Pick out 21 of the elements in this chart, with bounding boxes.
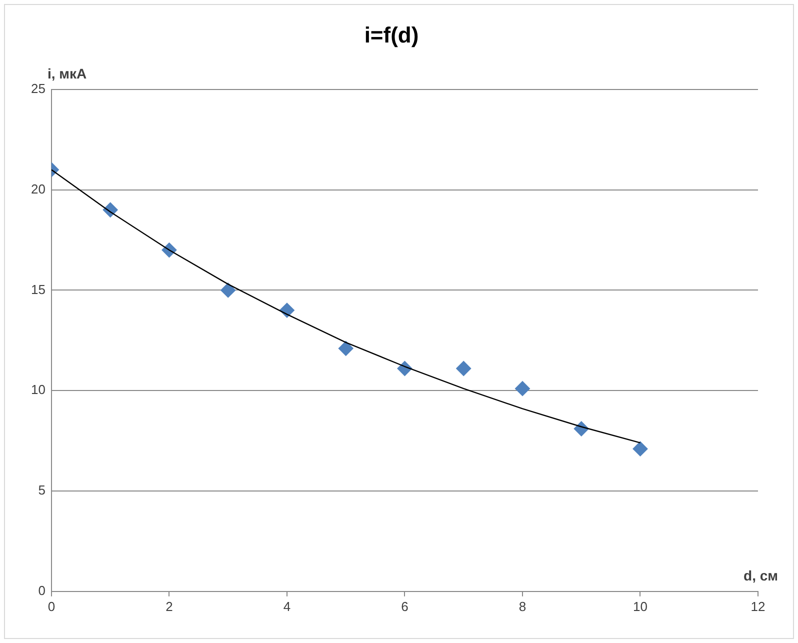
point	[632, 441, 648, 456]
x-tick-label: 0	[48, 598, 56, 614]
y-tick-label: 0	[38, 582, 46, 598]
x-tick-label: 2	[166, 598, 173, 614]
x-tick-label: 10	[633, 598, 648, 614]
point	[456, 361, 472, 376]
x-tick-label: 4	[283, 598, 291, 614]
x-tick-label: 8	[518, 598, 526, 614]
chart-title: i=f(d)	[364, 22, 419, 48]
x-tick-label: 6	[401, 598, 408, 614]
y-axis-title: i, мкА	[47, 65, 87, 82]
point	[338, 340, 354, 356]
y-tick-label: 10	[30, 382, 46, 398]
y-tick-label: 25	[30, 80, 46, 96]
point	[220, 282, 236, 298]
x-tick-label: 12	[750, 598, 766, 614]
y-tick-label: 20	[30, 181, 46, 196]
x-axis-title: d, см	[744, 567, 778, 584]
y-tick-label: 5	[38, 482, 46, 498]
point	[514, 381, 530, 396]
y-tick-label: 15	[30, 282, 46, 297]
